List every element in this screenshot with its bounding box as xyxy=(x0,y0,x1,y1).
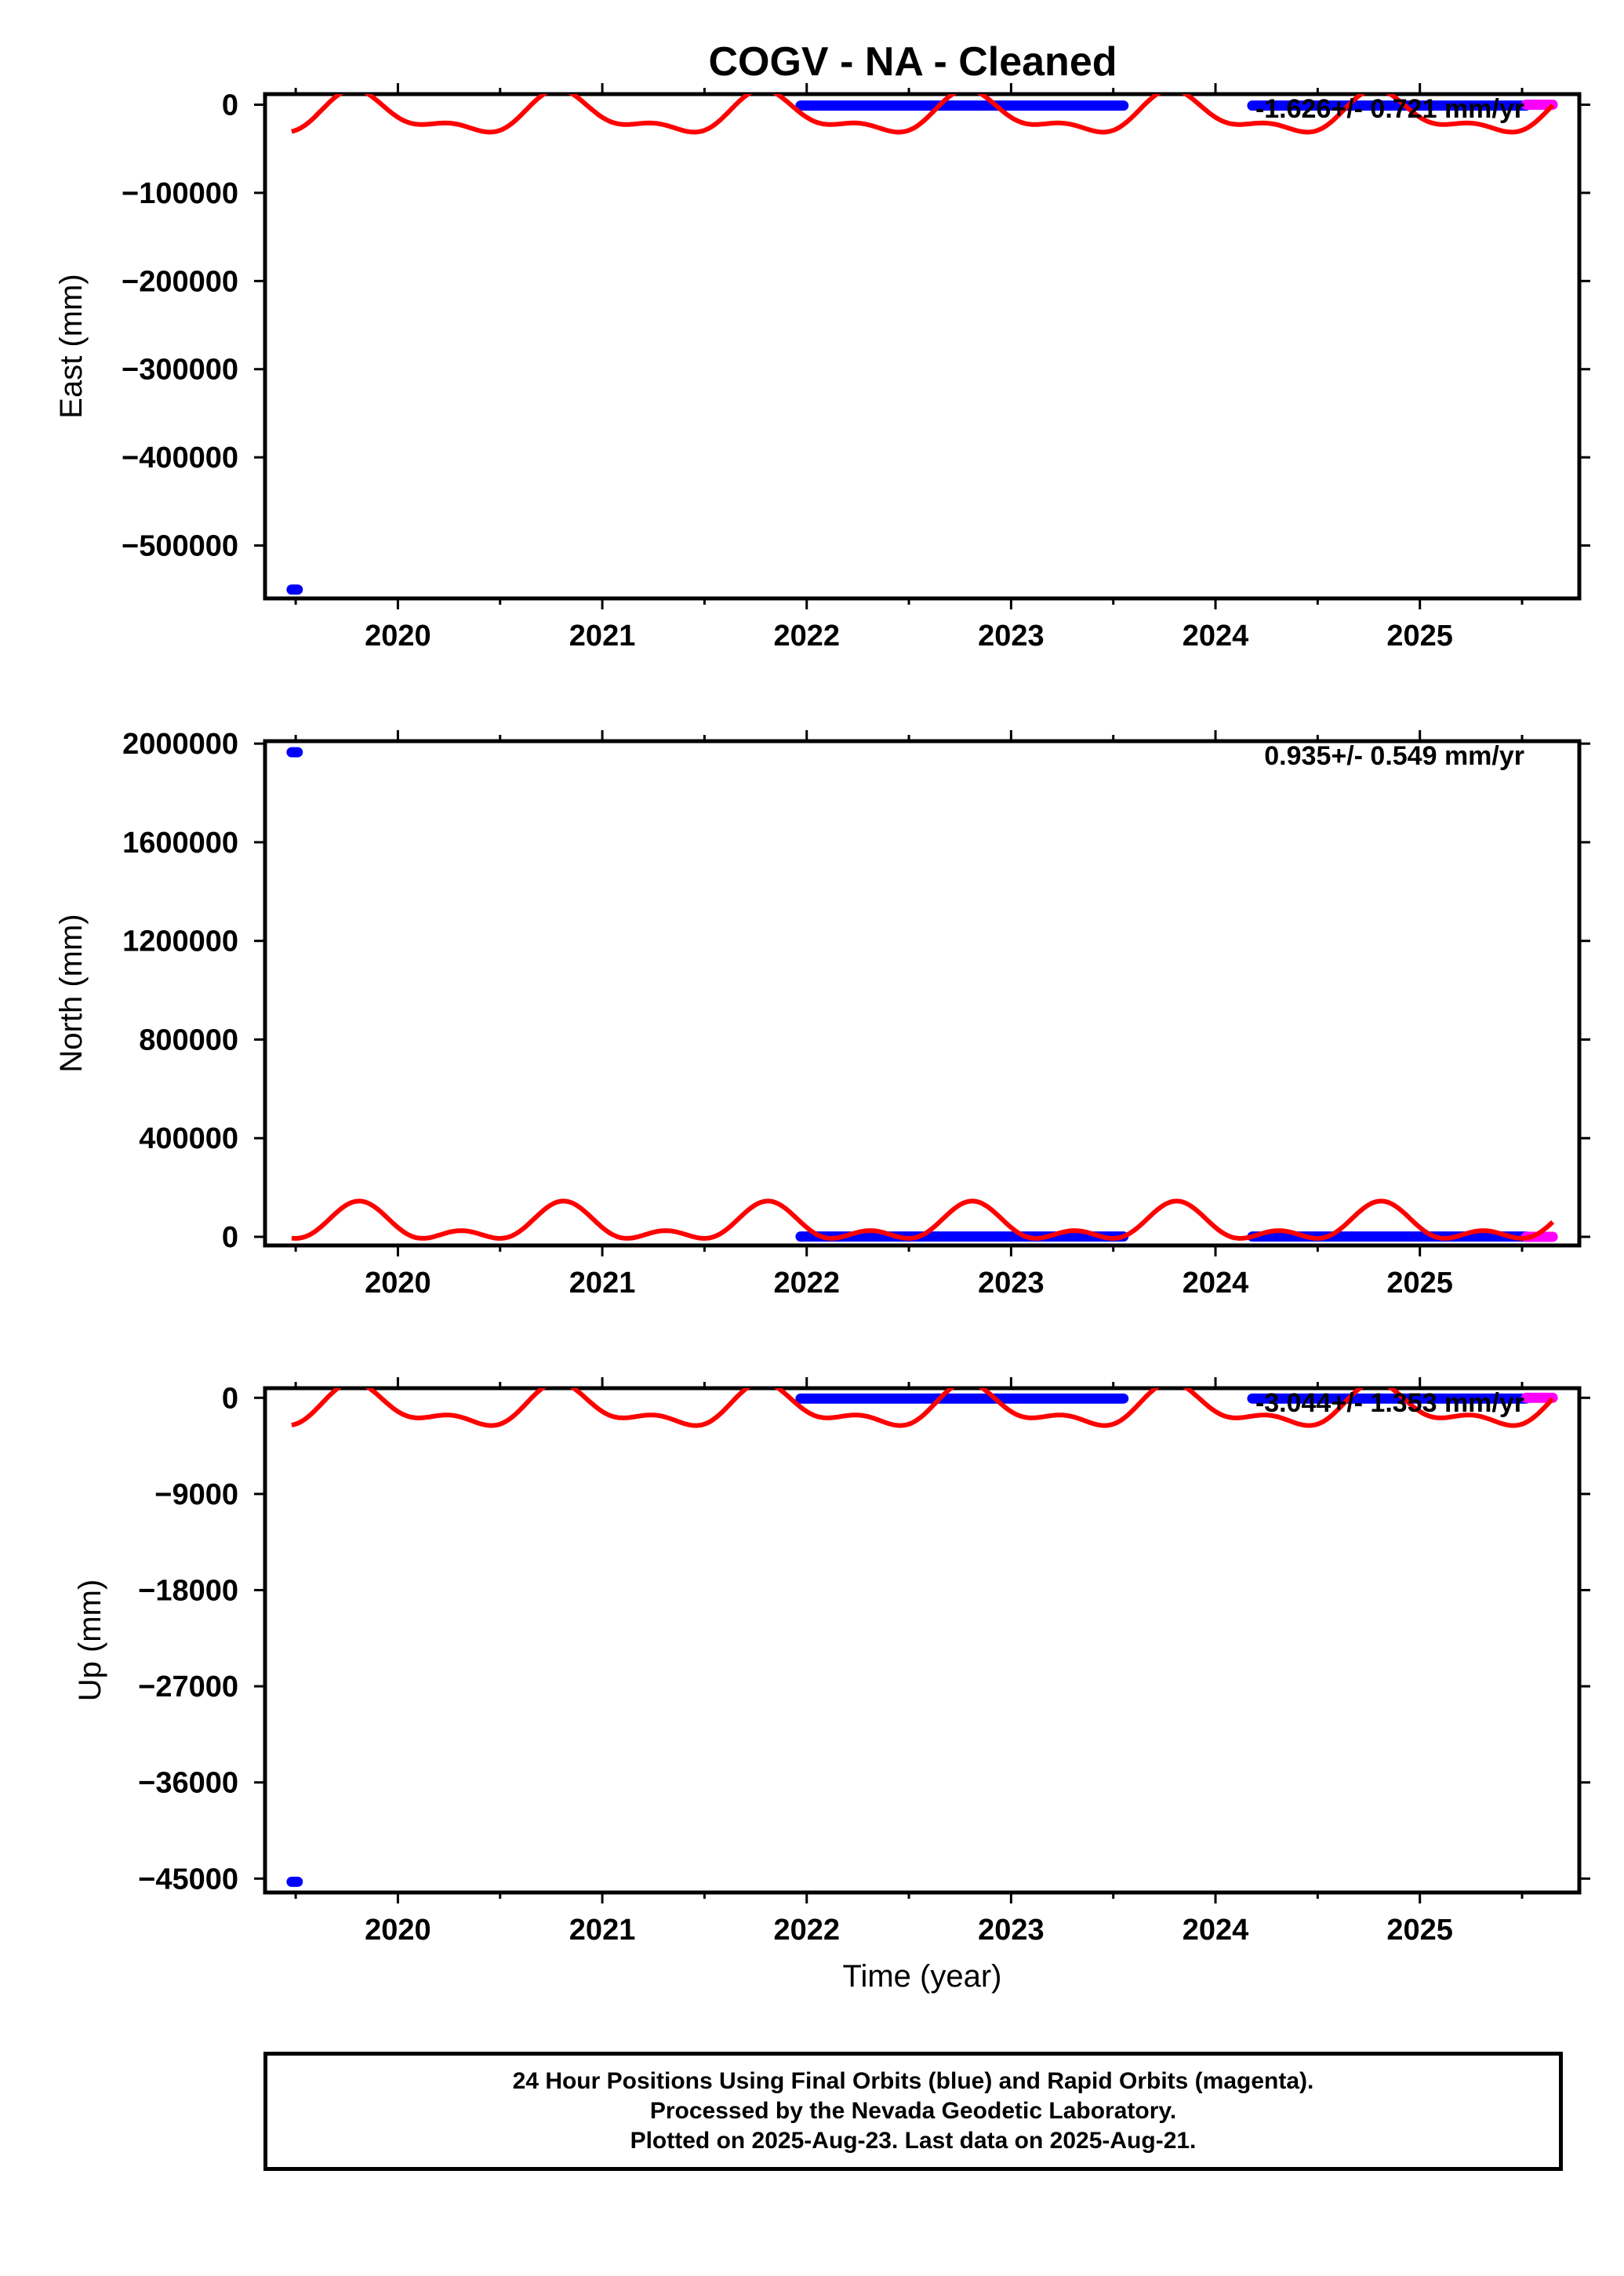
up-y-axis-label: Up (mm) xyxy=(73,1580,107,1702)
up-y-tick-label: −36000 xyxy=(138,1767,238,1800)
east-x-tick-label: 2023 xyxy=(978,620,1045,653)
footer-line-1: 24 Hour Positions Using Final Orbits (bl… xyxy=(512,2068,1314,2094)
north-x-tick-label: 2022 xyxy=(773,1267,840,1300)
footer-line-3: Plotted on 2025-Aug-23. Last data on 202… xyxy=(630,2128,1197,2154)
north-y-tick-label: 400000 xyxy=(139,1122,238,1155)
north-y-tick-label: 1600000 xyxy=(122,827,238,860)
east-x-tick-label: 2020 xyxy=(365,620,431,653)
north-model-curve xyxy=(291,1198,1555,1242)
up-x-tick-label: 2024 xyxy=(1183,1914,1249,1947)
up-rate-annotation: -3.044+/- 1.353 mm/yr xyxy=(1255,1388,1524,1418)
up-panel: 2020 2021 2022 2023 2024 2025 0 −9000 −18000 −270… xyxy=(73,1377,1590,1994)
east-x-tick-label: 2021 xyxy=(569,620,636,653)
figure-title: COGV - NA - Cleaned xyxy=(708,39,1117,85)
east-x-tick-label: 2024 xyxy=(1183,620,1249,653)
east-model-curve xyxy=(291,94,1555,135)
north-x-tick-label: 2023 xyxy=(978,1267,1045,1300)
up-y-tick-label: 0 xyxy=(222,1382,238,1415)
north-x-tick-label: 2025 xyxy=(1386,1267,1453,1300)
up-x-axis-label: Time (year) xyxy=(843,1959,1002,1994)
north-y-tick-label: 1200000 xyxy=(122,925,238,958)
north-x-tick-label: 2021 xyxy=(569,1267,636,1300)
up-x-tick-label: 2020 xyxy=(365,1914,431,1947)
footer-box: 24 Hour Positions Using Final Orbits (bl… xyxy=(263,2052,1563,2171)
up-y-tick-label: −45000 xyxy=(138,1863,238,1896)
north-y-tick-label: 0 xyxy=(222,1221,238,1254)
up-x-tick-label: 2021 xyxy=(569,1914,636,1947)
up-y-tick-label: −9000 xyxy=(154,1478,238,1511)
up-model-curve xyxy=(291,1388,1555,1428)
east-y-tick-label: 0 xyxy=(222,89,238,122)
east-y-axis-label: East (mm) xyxy=(54,274,89,418)
north-x-tick-label: 2020 xyxy=(365,1267,431,1300)
up-x-tick-label: 2022 xyxy=(773,1914,840,1947)
north-x-tick-label: 2024 xyxy=(1183,1267,1249,1300)
east-y-tick-label: −500000 xyxy=(122,530,238,563)
north-y-tick-label: 800000 xyxy=(139,1023,238,1056)
north-y-axis-label: North (mm) xyxy=(54,914,89,1072)
up-plot-frame xyxy=(263,1386,1582,1895)
north-rate-annotation: 0.935+/- 0.549 mm/yr xyxy=(1264,741,1524,771)
east-y-tick-label: −100000 xyxy=(122,177,238,210)
east-plot-frame xyxy=(263,92,1582,601)
up-y-tick-label: −27000 xyxy=(138,1671,238,1703)
up-y-tick-label: −18000 xyxy=(138,1574,238,1607)
north-panel: 2020 2021 2022 2023 2024 2025 0 400000 800000 120… xyxy=(54,728,1590,1300)
east-panel: 2020 2021 2022 2023 2024 2025 0 −100000 −200000 −… xyxy=(54,83,1590,653)
north-y-tick-label: 2000000 xyxy=(122,728,238,761)
footer-line-2: Processed by the Nevada Geodetic Laborat… xyxy=(649,2098,1177,2124)
east-x-tick-label: 2025 xyxy=(1386,620,1453,653)
east-x-tick-label: 2022 xyxy=(773,620,840,653)
up-x-tick-label: 2023 xyxy=(978,1914,1045,1947)
up-x-tick-label: 2025 xyxy=(1386,1914,1453,1947)
east-y-tick-label: −300000 xyxy=(122,354,238,387)
east-rate-annotation: -1.626+/- 0.721 mm/yr xyxy=(1255,94,1524,124)
east-y-tick-label: −400000 xyxy=(122,442,238,474)
north-plot-frame xyxy=(263,739,1582,1248)
east-y-tick-label: −200000 xyxy=(122,265,238,298)
